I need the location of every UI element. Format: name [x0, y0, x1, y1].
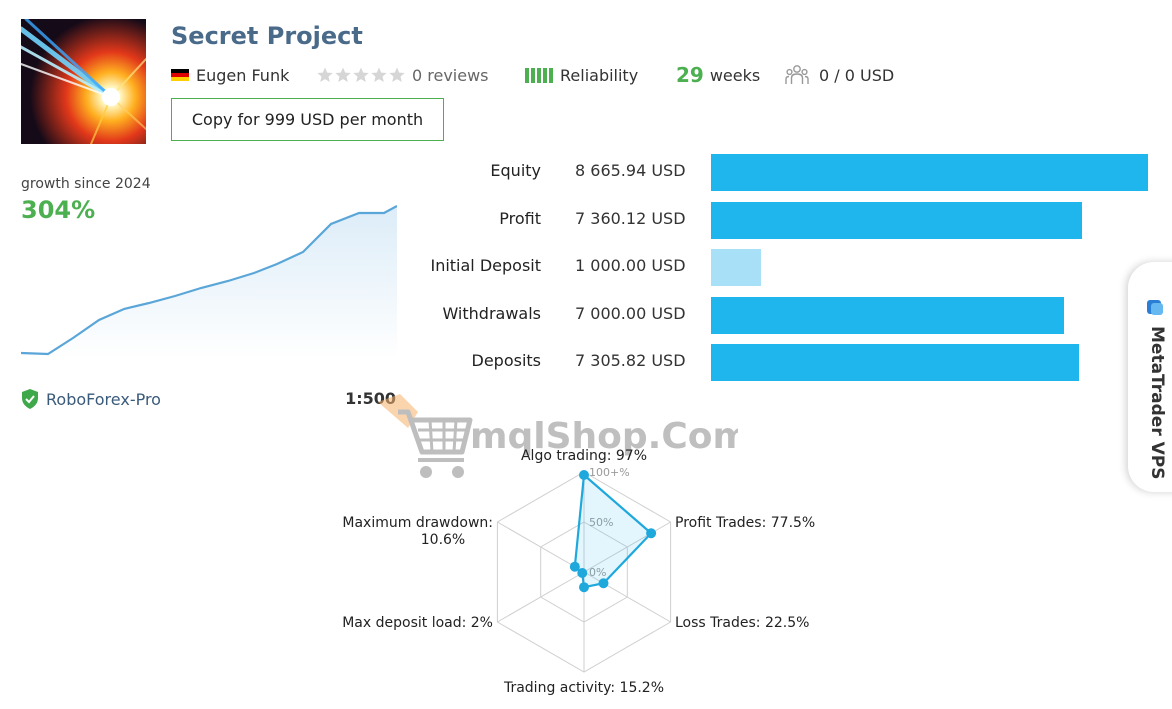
- broker-name[interactable]: RoboForex-Pro: [46, 389, 161, 409]
- stat-label: Equity: [490, 161, 541, 180]
- stat-label: Deposits: [471, 351, 542, 370]
- star-icon: [353, 67, 369, 82]
- radar-axis-label: Max deposit load: 2%: [342, 615, 493, 631]
- star-icon: [335, 67, 351, 82]
- stat-bar: [711, 201, 1082, 239]
- reliability-bar: [549, 67, 553, 83]
- radar-chart: 100+% 50% 0% Algo trading: 97% Profit Trades…: [342, 448, 815, 696]
- reliability-bars-icon: [525, 67, 553, 83]
- star-icon: [371, 67, 387, 82]
- stat-bar: [711, 296, 1064, 334]
- star-icon: [389, 67, 405, 82]
- radar-tick-label: 50%: [589, 516, 613, 529]
- radar-point: [579, 582, 589, 593]
- radar-axis: [583, 571, 671, 623]
- reliability-label: Reliability: [560, 65, 639, 85]
- signal-age: 29 weeks: [676, 63, 761, 87]
- reliability-bar: [543, 67, 547, 83]
- radar-point: [577, 568, 588, 578]
- author-info[interactable]: Eugen Funk: [171, 64, 289, 86]
- radar-axis-label: Trading activity: 15.2%: [503, 680, 664, 696]
- star-icon: [317, 67, 333, 82]
- stat-label: Initial Deposit: [430, 256, 541, 275]
- weeks-label: weeks: [709, 65, 761, 85]
- germany-flag-icon: [171, 69, 189, 81]
- radar-axis-label: Algo trading: 97%: [521, 448, 647, 464]
- radar-tick-label: 100+%: [589, 466, 630, 479]
- radar-axis-label: Maximum drawdown:: [342, 515, 493, 531]
- reviews-count[interactable]: 0 reviews: [412, 65, 489, 85]
- signal-title[interactable]: Secret Project: [171, 22, 363, 50]
- subscribers-icon: [785, 65, 809, 84]
- stat-bar: [711, 154, 1148, 191]
- stat-bar: [711, 249, 761, 286]
- metatrader-vps-label[interactable]: MetaTrader VPS: [1147, 326, 1167, 480]
- radar-point: [598, 578, 609, 589]
- growth-chart: [21, 205, 397, 360]
- subscribers: 0 / 0 USD: [785, 64, 894, 86]
- rating[interactable]: 0 reviews: [317, 64, 489, 86]
- growth-line: [21, 205, 397, 356]
- weeks-value: 29: [676, 63, 704, 87]
- radar-point: [646, 528, 657, 539]
- stat-value: 1 000.00 USD: [575, 256, 686, 275]
- radar-tick-label: 0%: [589, 566, 606, 579]
- stat-bar: [711, 344, 1079, 381]
- author-name[interactable]: Eugen Funk: [196, 65, 290, 85]
- copy-subscribe-button[interactable]: Copy for 999 USD per month: [171, 98, 444, 141]
- growth-label: growth since 2024: [21, 176, 151, 192]
- radar-point: [579, 470, 589, 480]
- stat-value: 8 665.94 USD: [575, 161, 686, 180]
- radar-axis-label: 10.6%: [421, 532, 465, 548]
- stat-value: 7 305.82 USD: [575, 351, 686, 370]
- verified-shield-icon: [22, 389, 38, 409]
- growth-area: [21, 206, 397, 360]
- radar-axis: [583, 521, 671, 573]
- reliability: Reliability: [525, 64, 638, 86]
- stat-value: 7 360.12 USD: [575, 208, 686, 228]
- radar-axis: [497, 571, 585, 623]
- subscribers-value: 0 / 0 USD: [819, 65, 895, 85]
- reliability-bar: [531, 67, 535, 83]
- rating-stars: [317, 67, 405, 83]
- broker[interactable]: RoboForex-Pro: [21, 388, 161, 410]
- radar-axis: [497, 521, 585, 573]
- leverage: 1:500: [345, 389, 396, 408]
- growth-value: 304%: [21, 196, 96, 224]
- stat-label: Profit: [499, 208, 541, 228]
- radar-axis-label: Loss Trades: 22.5%: [675, 615, 809, 631]
- stat-value: 7 000.00 USD: [575, 303, 686, 323]
- reliability-bar: [537, 67, 541, 83]
- stat-label: Withdrawals: [442, 303, 541, 323]
- reliability-bar: [525, 67, 529, 83]
- radar-axis-label: Profit Trades: 77.5%: [675, 515, 815, 531]
- metatrader-vps-icon: [1147, 300, 1163, 315]
- signal-avatar: [21, 19, 146, 144]
- radar-point: [569, 561, 580, 572]
